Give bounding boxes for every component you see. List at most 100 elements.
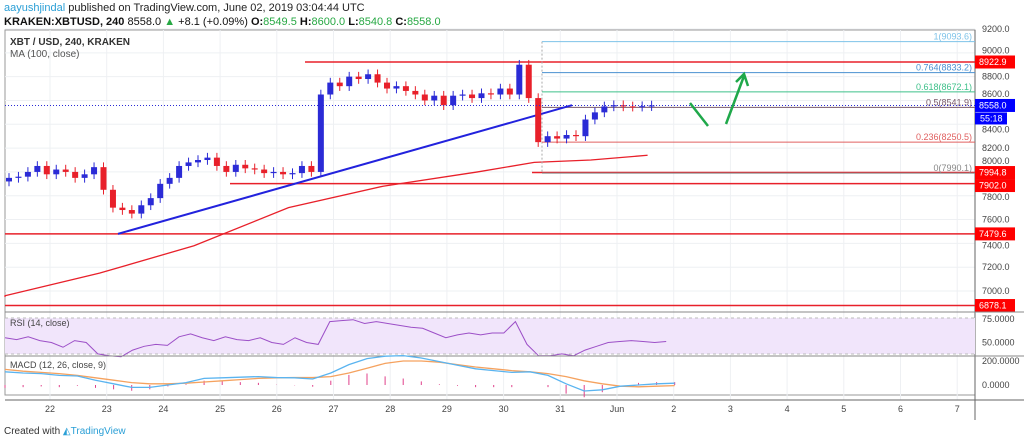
x-tick: 3 bbox=[728, 404, 733, 414]
author-link[interactable]: aayushjindal bbox=[4, 2, 66, 14]
close-value: 8558.0 bbox=[406, 16, 441, 28]
high-value: 8600.0 bbox=[311, 16, 346, 28]
low-value: 8540.8 bbox=[358, 16, 393, 28]
price-level-tag bbox=[975, 179, 1015, 193]
candle-body bbox=[365, 74, 372, 80]
candle-body bbox=[450, 95, 457, 106]
last-price-tag bbox=[975, 98, 1015, 112]
x-tick: 22 bbox=[45, 404, 55, 414]
candle-body bbox=[544, 136, 551, 143]
price-level-tag bbox=[975, 166, 1015, 180]
price-level-tag bbox=[975, 299, 1015, 313]
candle-body bbox=[251, 168, 258, 170]
rsi-tick: 75.0000 bbox=[982, 314, 1015, 324]
candle-body bbox=[195, 160, 201, 163]
triangle-up-icon: ▲ bbox=[164, 16, 176, 28]
candle-body bbox=[412, 90, 419, 95]
price-level-label: 7479.6 bbox=[979, 229, 1007, 239]
candle-body bbox=[525, 64, 532, 99]
macd-label: MACD (12, 26, close, 9) bbox=[10, 360, 106, 370]
chart-title: XBT / USD, 240, KRAKEN bbox=[10, 37, 130, 48]
candle-body bbox=[516, 64, 523, 95]
price-level-label: 8922.9 bbox=[979, 57, 1007, 67]
candle-body bbox=[91, 167, 98, 175]
candle-body bbox=[308, 165, 315, 172]
candle-body bbox=[346, 76, 353, 87]
candle-body bbox=[34, 165, 41, 172]
x-tick: 24 bbox=[158, 404, 168, 414]
candle-body bbox=[336, 82, 343, 87]
candle-body bbox=[506, 88, 513, 95]
y-tick: 8200.0 bbox=[982, 143, 1010, 153]
tradingview-link[interactable]: TradingView bbox=[70, 426, 126, 437]
candle-body bbox=[582, 119, 589, 137]
ma-label: MA (100, close) bbox=[10, 49, 79, 60]
candle-body bbox=[639, 106, 646, 108]
l-label: L: bbox=[348, 16, 359, 28]
candle-body bbox=[573, 134, 579, 137]
symbol-info: KRAKEN:XBTUSD, 240 8558.0 ▲ +8.1 (+0.09%… bbox=[4, 16, 441, 28]
candle-body bbox=[440, 95, 447, 106]
y-tick: 8600.0 bbox=[982, 89, 1010, 99]
y-tick: 7600.0 bbox=[982, 215, 1010, 225]
price-level-label: 6878.1 bbox=[979, 301, 1007, 311]
candle-body bbox=[384, 82, 390, 89]
x-tick: 7 bbox=[955, 404, 960, 414]
y-tick: 9200.0 bbox=[982, 24, 1010, 34]
candle-body bbox=[147, 198, 154, 206]
candle-body bbox=[261, 169, 268, 174]
y-tick: 7200.0 bbox=[982, 262, 1010, 272]
candle-body bbox=[535, 98, 542, 143]
y-tick: 7400.0 bbox=[982, 240, 1010, 250]
x-tick: 6 bbox=[898, 404, 903, 414]
candle-body bbox=[355, 76, 362, 80]
projection-arrow-down bbox=[689, 102, 709, 127]
candle-body bbox=[478, 93, 485, 99]
h-label: H: bbox=[299, 16, 312, 28]
candle-body bbox=[53, 169, 60, 175]
candle-body bbox=[15, 176, 22, 178]
price-level-label: 7902.0 bbox=[979, 181, 1007, 191]
countdown-label: 55:18 bbox=[980, 113, 1003, 123]
candle-body bbox=[72, 171, 79, 178]
candle-body bbox=[24, 171, 31, 177]
candle-body bbox=[176, 165, 183, 178]
candle-body bbox=[648, 105, 655, 107]
candle-body bbox=[62, 169, 69, 172]
candle-body bbox=[629, 106, 636, 108]
candle-body bbox=[317, 94, 324, 172]
price-level-label: 7994.8 bbox=[979, 168, 1007, 178]
projection-arrow-up-icon bbox=[724, 71, 750, 125]
x-tick: 29 bbox=[442, 404, 452, 414]
x-tick: 26 bbox=[272, 404, 282, 414]
candle-body bbox=[374, 74, 381, 83]
publish-text: published on TradingView.com, June 02, 2… bbox=[68, 2, 365, 14]
o-label: O: bbox=[250, 16, 264, 28]
y-tick: 7000.0 bbox=[982, 286, 1010, 296]
footer: Created with ◭TradingView bbox=[4, 426, 126, 437]
fib-label: 0.5(8541.9) bbox=[926, 97, 972, 107]
candle-body bbox=[497, 88, 504, 95]
x-tick: 27 bbox=[328, 404, 338, 414]
change: +8.1 (+0.09%) bbox=[178, 16, 248, 28]
candle-body bbox=[289, 173, 296, 175]
candle-body bbox=[185, 162, 192, 166]
candle-body bbox=[157, 183, 164, 199]
candle-body bbox=[232, 164, 239, 172]
ma100-line bbox=[4, 154, 648, 297]
candle-body bbox=[459, 94, 466, 96]
candle-body bbox=[43, 165, 50, 175]
publish-info: aayushjindal published on TradingView.co… bbox=[4, 2, 365, 14]
countdown-tag bbox=[975, 112, 1007, 125]
rsi-tick: 50.0000 bbox=[982, 338, 1015, 348]
fib-label: 1(9093.6) bbox=[933, 32, 972, 42]
candle-body bbox=[119, 207, 126, 211]
candle-body bbox=[591, 112, 598, 120]
macd-line bbox=[4, 354, 675, 392]
y-tick: 9000.0 bbox=[982, 46, 1010, 56]
x-tick: 28 bbox=[385, 404, 395, 414]
candle-body bbox=[270, 171, 277, 174]
candle-body bbox=[393, 86, 400, 89]
x-tick: 25 bbox=[215, 404, 225, 414]
